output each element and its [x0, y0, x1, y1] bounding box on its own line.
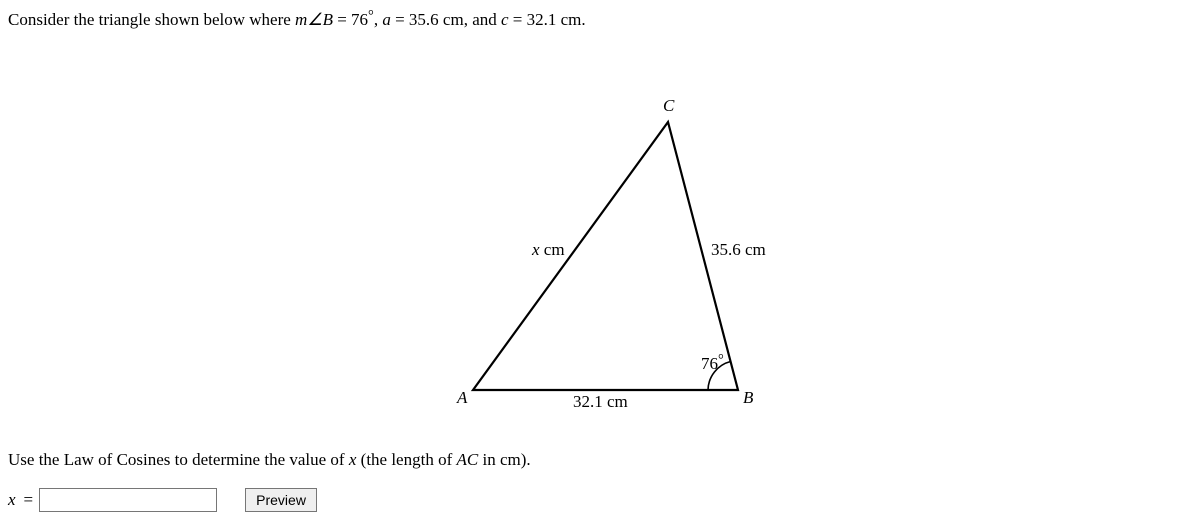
triangle-shape — [473, 122, 738, 390]
c-var: c — [501, 10, 509, 29]
angle-val: 76 — [351, 10, 368, 29]
c-eq: = — [509, 10, 527, 29]
angle-B-deg: ° — [718, 352, 724, 368]
instr-prefix: Use the Law of Cosines to determine the … — [8, 450, 349, 469]
vertex-B-label: B — [743, 388, 753, 408]
vertex-A-label: A — [457, 388, 467, 408]
side-left-x: x — [532, 240, 540, 259]
comma2: , and — [464, 10, 501, 29]
angle-B-val: 76 — [701, 354, 718, 373]
vertex-C-label: C — [663, 96, 674, 116]
side-right-label: 35.6 cm — [711, 240, 766, 260]
angle-B-label: 76° — [701, 352, 724, 374]
answer-input[interactable] — [39, 488, 217, 512]
side-left-label: x cm — [532, 240, 565, 260]
a-var: a — [382, 10, 391, 29]
angle-var: m∠B — [295, 10, 333, 29]
triangle-svg — [8, 90, 1192, 410]
c-val: 32.1 cm — [527, 10, 582, 29]
triangle-figure: C A B x cm 35.6 cm 32.1 cm 76° — [8, 90, 1192, 410]
answer-x: x — [8, 490, 16, 510]
answer-row: x = Preview — [8, 488, 1192, 512]
preview-button[interactable]: Preview — [245, 488, 317, 512]
problem-statement: Consider the triangle shown below where … — [8, 8, 1192, 30]
instruction-text: Use the Law of Cosines to determine the … — [8, 450, 1192, 470]
a-val: 35.6 cm — [409, 10, 464, 29]
instr-mid: (the length of — [356, 450, 456, 469]
instr-AC: AC — [457, 450, 479, 469]
angle-eq: = — [333, 10, 351, 29]
problem-prefix: Consider the triangle shown below where — [8, 10, 295, 29]
side-left-unit: cm — [540, 240, 565, 259]
a-eq: = — [391, 10, 409, 29]
side-bottom-label: 32.1 cm — [573, 392, 628, 412]
period: . — [581, 10, 585, 29]
instr-suffix: in cm). — [478, 450, 530, 469]
triangle-path — [473, 122, 738, 390]
answer-eq: = — [24, 490, 34, 510]
